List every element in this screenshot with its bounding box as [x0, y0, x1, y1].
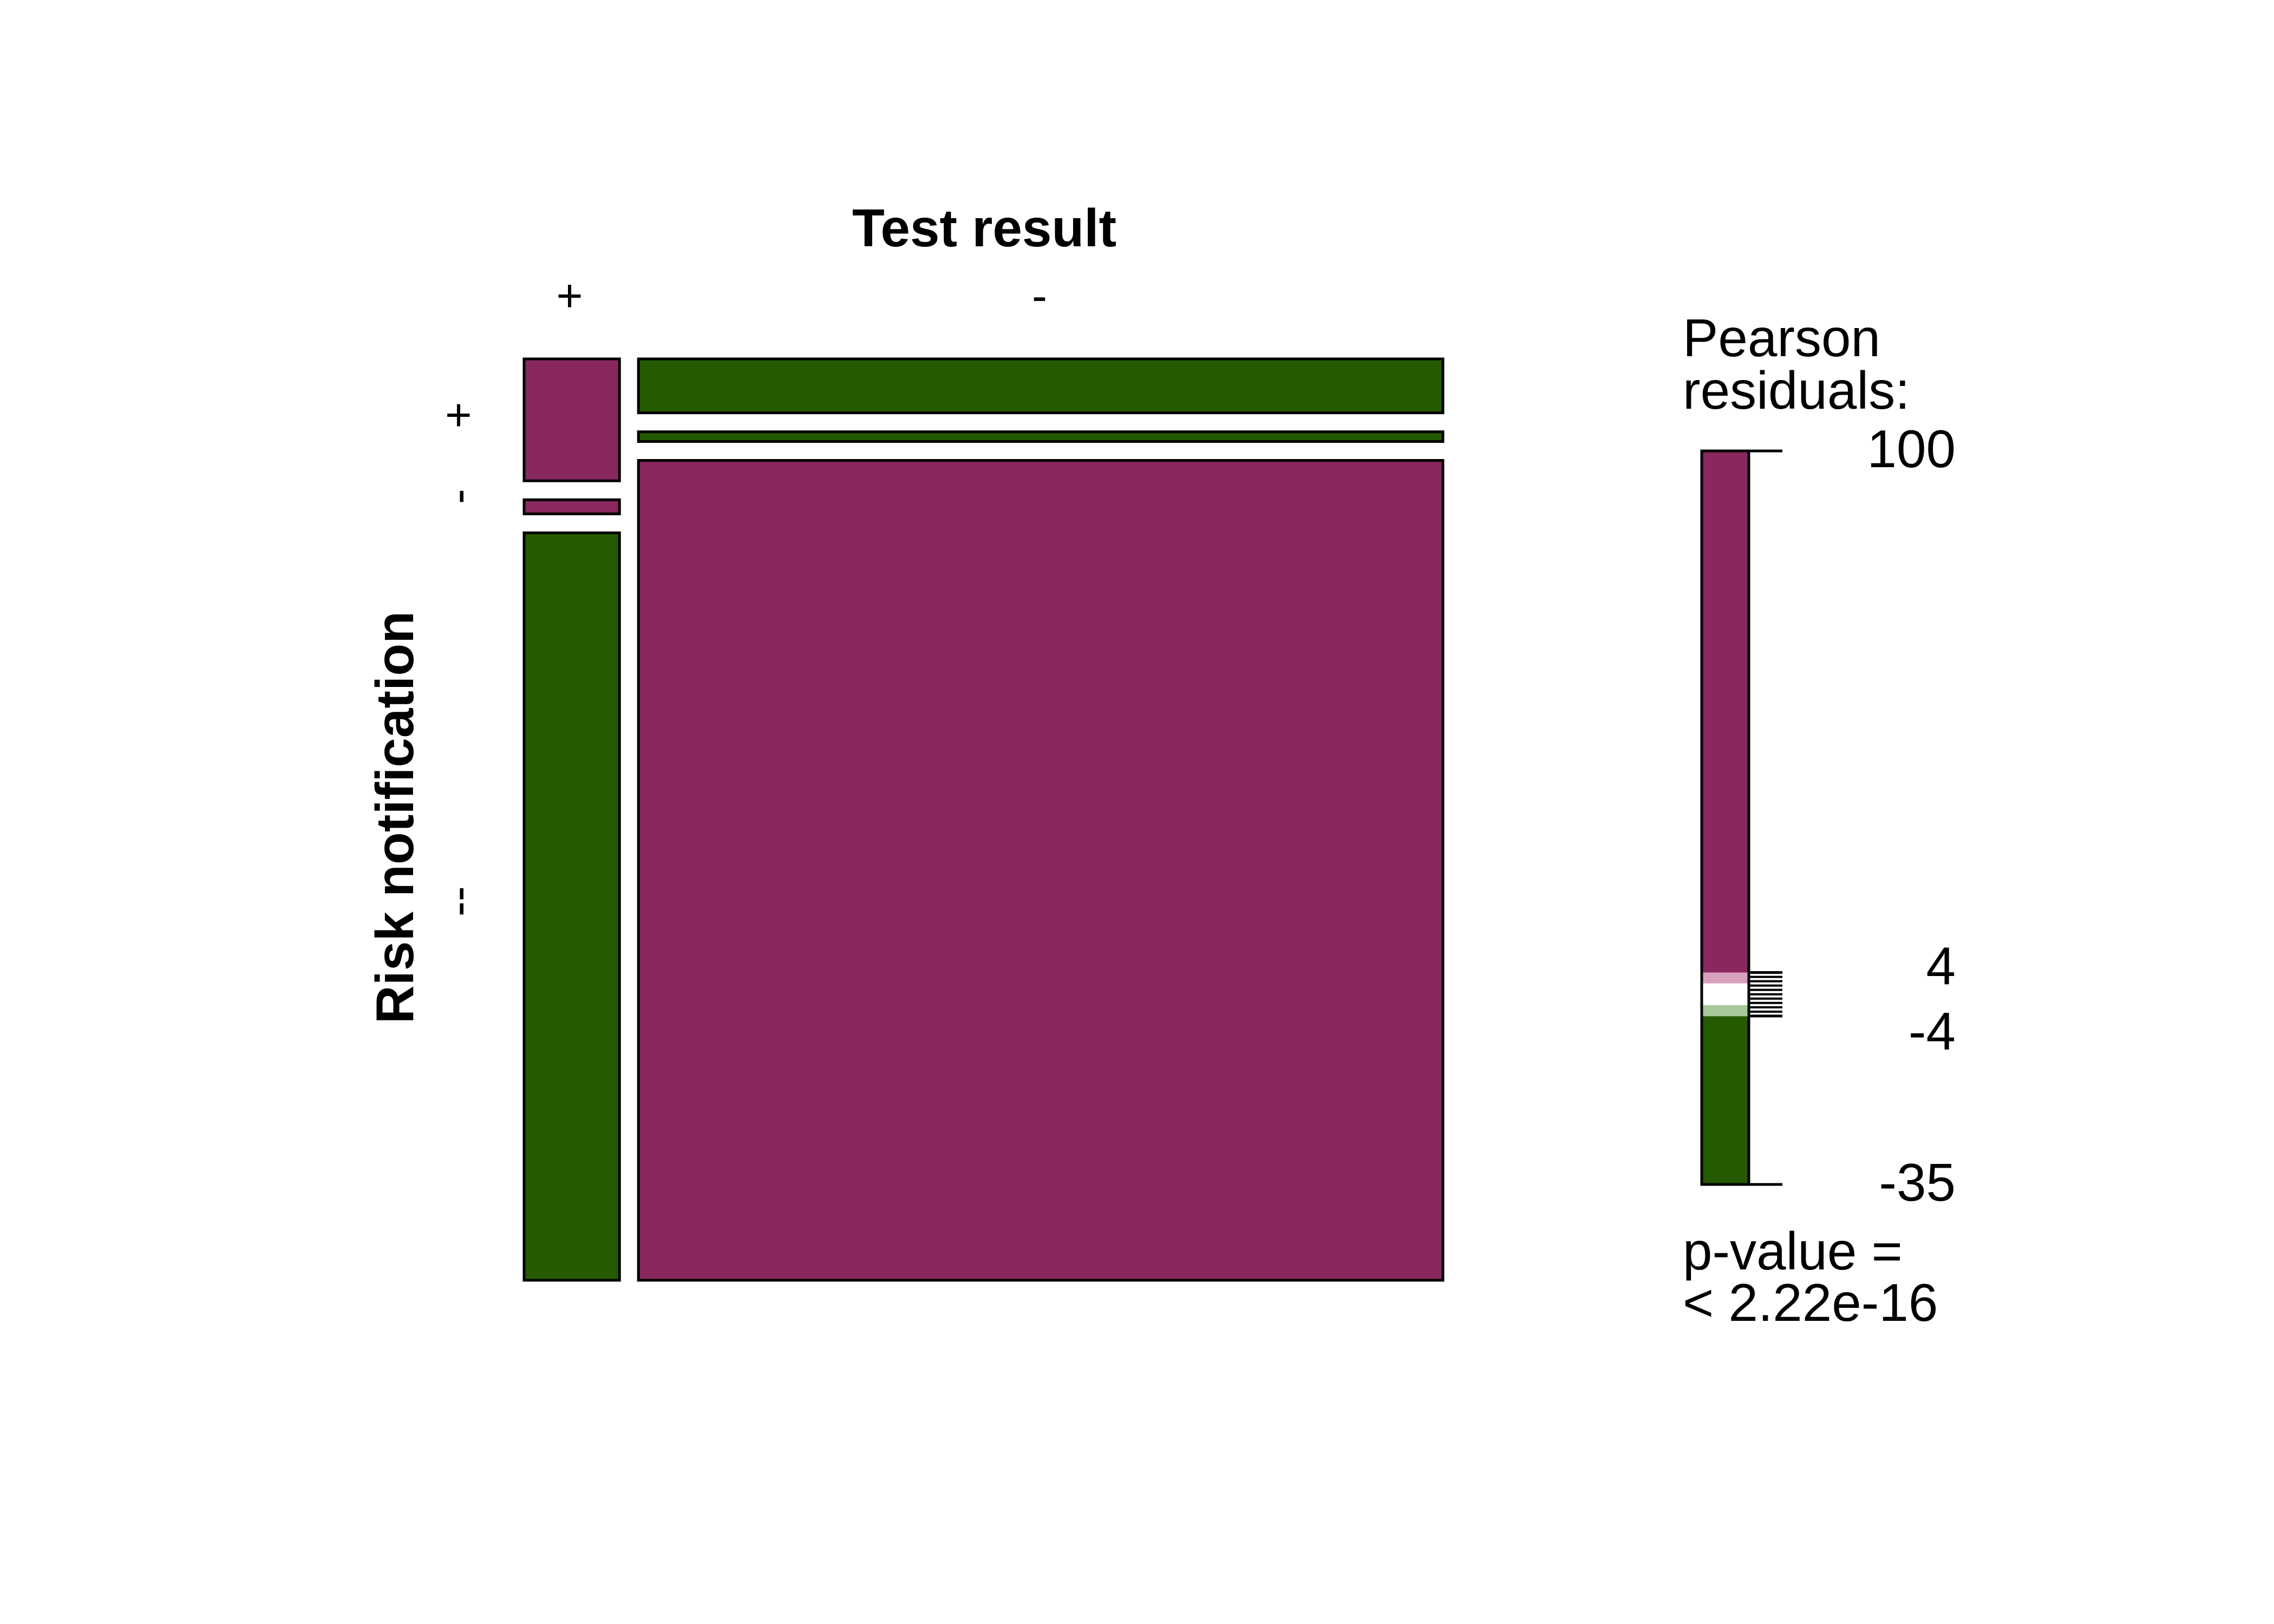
x-level-label-neg: -	[1032, 270, 1047, 321]
mosaic-cell	[637, 459, 1445, 1282]
y-level-label-negneg: --	[433, 886, 483, 916]
legend-title-line-1: Pearson	[1683, 308, 1880, 368]
legend-color-segment	[1702, 983, 1749, 990]
y-level-label-pos: +	[433, 402, 483, 428]
legend-tick-label: -35	[1879, 1152, 1956, 1212]
pvalue-line-1: p-value =	[1683, 1221, 1903, 1281]
legend-title-line-2: residuals:	[1683, 361, 1910, 420]
legend-color-segment	[1702, 451, 1749, 973]
legend-color-segment	[1702, 972, 1749, 979]
legend-color-segment	[1702, 999, 1749, 1006]
pvalue-line-2: < 2.22e-16	[1683, 1273, 1938, 1332]
legend-tick-label: 4	[1926, 937, 1956, 996]
mosaic-cell	[637, 430, 1445, 443]
legend-tick-label: 100	[1867, 419, 1956, 479]
mosaic-cell	[522, 498, 621, 515]
mosaic-cell	[637, 357, 1445, 415]
legend-color-segment	[1702, 1016, 1749, 1184]
y-axis-title: Risk notification	[365, 611, 424, 1024]
legend-color-segment	[1702, 1010, 1749, 1017]
legend-color-segment	[1702, 994, 1749, 1000]
mosaic-cell	[522, 357, 621, 482]
x-level-label-pos: +	[556, 270, 583, 321]
legend-ticks: 100 4-4 -35	[1747, 419, 1956, 1212]
legend-color-bar	[1700, 449, 1750, 1186]
legend-color-segment	[1702, 988, 1749, 995]
y-level-label-neg: -	[433, 489, 483, 504]
mosaic-cell	[522, 531, 621, 1282]
mosaic-cells	[522, 357, 1445, 1282]
legend-tick-label: -4	[1909, 1001, 1956, 1061]
legend: Pearson residuals: 100 4-4 -35 p-value = <…	[1683, 308, 1956, 1332]
x-axis-title: Test result	[852, 198, 1116, 258]
legend-color-segment	[1702, 1005, 1749, 1011]
legend-color-segment	[1702, 978, 1749, 984]
